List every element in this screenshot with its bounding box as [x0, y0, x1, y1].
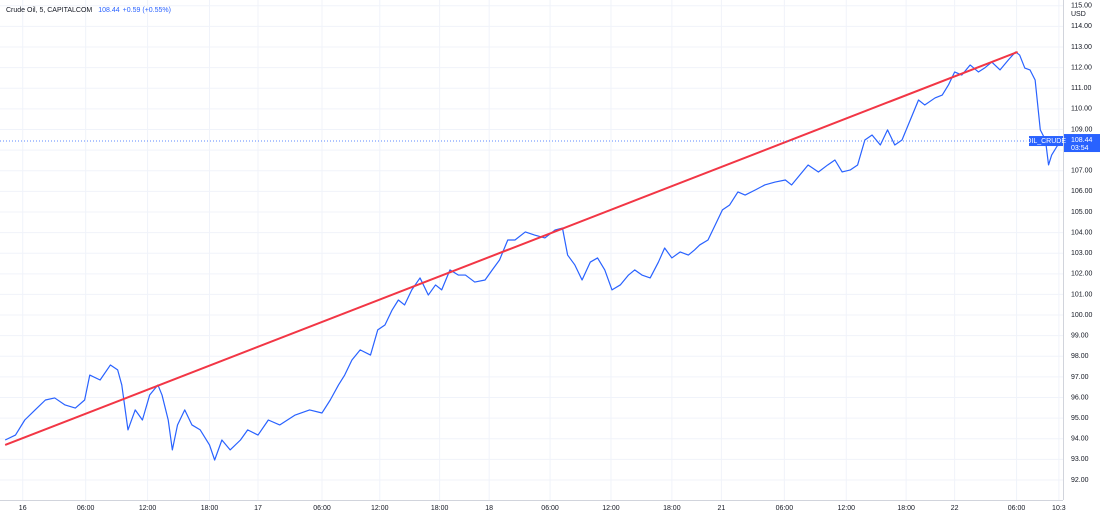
countdown: 03:54	[1071, 145, 1089, 152]
y-tick-label: 115.00	[1071, 3, 1092, 10]
price-line	[4, 51, 1063, 461]
symbol-label: OIL_CRUDE	[1026, 138, 1066, 145]
x-tick-label: 18:00	[897, 505, 915, 512]
x-tick-label: 18	[485, 505, 493, 512]
x-tick-label: 17	[254, 505, 262, 512]
y-tick-label: 104.00	[1071, 229, 1093, 236]
x-tick-label: 12:00	[838, 505, 856, 512]
price-badge	[1064, 134, 1100, 153]
y-tick-label: 93.00	[1071, 456, 1089, 463]
symbol-badge	[1029, 136, 1063, 147]
y-tick-label: 96.00	[1071, 394, 1089, 401]
x-tick-label: 22	[951, 505, 959, 512]
x-tick-label: 18:00	[431, 505, 449, 512]
y-tick-label: 114.00	[1071, 23, 1092, 30]
x-tick-label: 06:00	[313, 505, 331, 512]
y-tick-label: 97.00	[1071, 374, 1089, 381]
y-tick-label: 111.00	[1071, 85, 1091, 92]
x-tick-label: 12:00	[371, 505, 389, 512]
x-tick-label: 12:00	[139, 505, 157, 512]
x-tick-label: 18:00	[663, 505, 681, 512]
y-tick-label: 95.00	[1071, 415, 1089, 422]
x-tick-label: 06:00	[776, 505, 794, 512]
y-tick-label: 106.00	[1071, 188, 1093, 195]
header-price: 108.44	[98, 7, 120, 14]
plot	[0, 51, 1063, 461]
y-tick-label: 101.00	[1071, 291, 1093, 298]
y-tick-label: 99.00	[1071, 333, 1089, 340]
header-change: +0.59	[123, 7, 141, 14]
x-tick-label: 10:3	[1052, 505, 1066, 512]
y-tick-label: 98.00	[1071, 353, 1089, 360]
x-tick-label: 18:00	[201, 505, 219, 512]
y-tick-label: 109.00	[1071, 126, 1093, 133]
x-tick-label: 16	[19, 505, 27, 512]
x-tick-label: 06:00	[541, 505, 559, 512]
y-tick-label: 113.00	[1071, 44, 1092, 51]
x-tick-label: 21	[717, 505, 725, 512]
y-tick-label: 112.00	[1071, 64, 1092, 71]
currency: USD	[1071, 11, 1086, 18]
axes: 92.00 93.00 94.00 95.00 96.00 97.00 98.00 99.00…	[19, 3, 1093, 512]
grid	[0, 0, 1063, 500]
y-tick-label: 103.00	[1071, 250, 1093, 257]
y-tick-label: 102.00	[1071, 271, 1093, 278]
x-tick-label: 06:00	[77, 505, 95, 512]
price-badge-value: 108.44	[1071, 137, 1093, 144]
y-tick-label: 100.00	[1071, 312, 1093, 319]
chart-title: Crude Oil, 5, CAPITALCOM	[6, 7, 92, 14]
trend-line	[4, 51, 1018, 446]
y-tick-label: 94.00	[1071, 436, 1089, 443]
y-tick-label: 107.00	[1071, 168, 1093, 175]
y-tick-label: 110.00	[1071, 106, 1092, 113]
x-tick-label: 12:00	[602, 505, 620, 512]
y-tick-label: 92.00	[1071, 477, 1089, 484]
x-tick-label: 06:00	[1008, 505, 1026, 512]
header-change-percent: (+0.55%)	[142, 7, 171, 14]
y-tick-label: 105.00	[1071, 209, 1093, 216]
